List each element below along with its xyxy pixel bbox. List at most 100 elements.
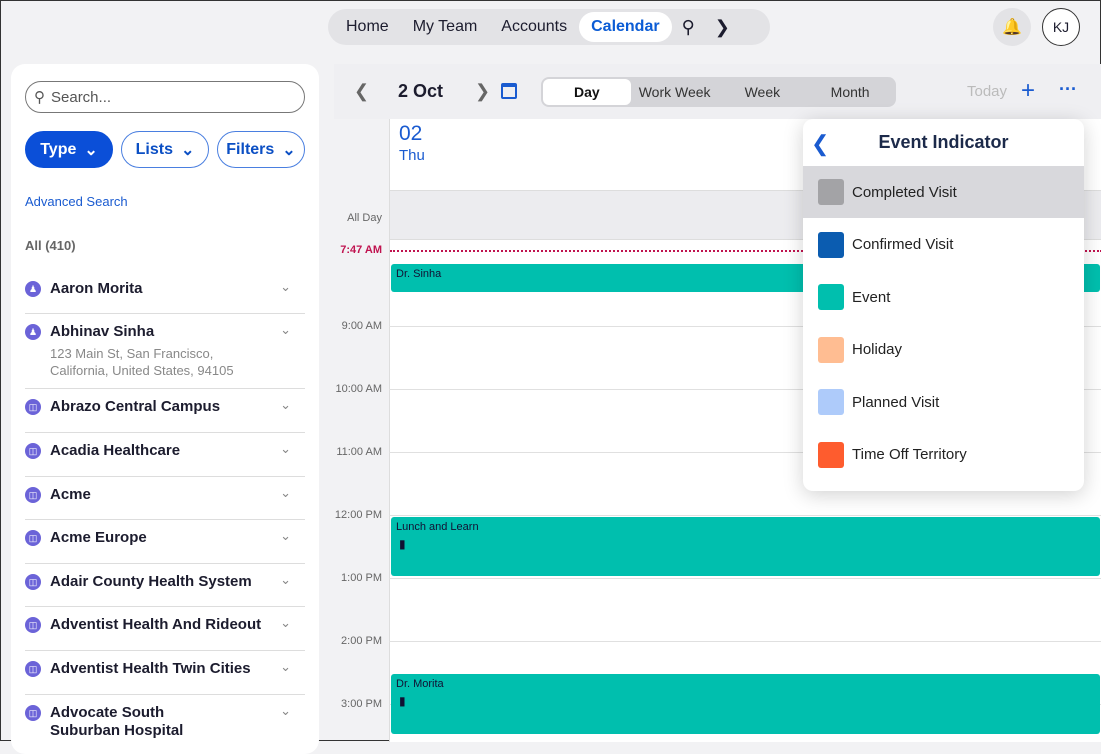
chevron-down-icon: ⌄ <box>282 141 296 159</box>
indicator-option[interactable]: Completed Visit <box>803 166 1084 218</box>
search-input[interactable]: ⚲ Search... <box>25 81 305 113</box>
hour-label: 11:00 AM <box>336 446 382 458</box>
color-swatch <box>818 389 844 415</box>
hour-line <box>389 452 1101 453</box>
account-icon: ◫ <box>25 399 41 415</box>
color-swatch <box>818 231 844 258</box>
bell-icon[interactable]: 🔔 <box>993 8 1031 46</box>
item-name: Advocate South Suburban Hospital <box>50 704 184 739</box>
hour-label: 1:00 PM <box>341 572 382 584</box>
nav-calendar[interactable]: Calendar <box>579 12 672 42</box>
nav-home[interactable]: Home <box>346 18 389 35</box>
account-icon: ◫ <box>25 487 41 503</box>
view-day[interactable]: Day <box>543 79 631 105</box>
chevron-down-icon[interactable]: ⌄ <box>280 441 291 456</box>
list-item[interactable]: ◫ Acadia Healthcare ⌄ <box>25 441 305 477</box>
color-swatch <box>818 284 844 310</box>
account-icon: ◫ <box>25 574 41 590</box>
event-title: Dr. Sinha <box>396 268 442 280</box>
list-item[interactable]: ◫ Acme Europe ⌄ <box>25 528 305 564</box>
current-time-line <box>390 250 1101 252</box>
indicator-option[interactable]: Planned Visit <box>803 376 1084 428</box>
day-name: Thu <box>399 147 425 164</box>
nav-my-team[interactable]: My Team <box>412 18 478 35</box>
event-title: Dr. Morita <box>396 678 444 690</box>
chevron-down-icon[interactable]: ⌄ <box>280 485 291 500</box>
hour-line <box>389 326 1101 327</box>
item-name: Adventist Health Twin Cities <box>50 660 251 677</box>
item-name: Acadia Healthcare <box>50 442 181 459</box>
event-title: Lunch and Learn <box>396 521 479 533</box>
view-month[interactable]: Month <box>830 84 870 100</box>
list-item[interactable]: ◫ Adventist Health And Rideout ⌄ <box>25 615 305 651</box>
search-icon[interactable]: ⚲ <box>681 16 695 37</box>
chevron-down-icon: ⌄ <box>180 141 195 159</box>
hour-label: 2:00 PM <box>341 635 382 647</box>
item-name: Aaron Morita <box>50 280 143 297</box>
list-item[interactable]: ◫ Adventist Health Twin Cities ⌄ <box>25 659 305 695</box>
item-name: Acme <box>50 486 91 503</box>
clipboard-icon: ▮ <box>399 694 406 708</box>
chevron-down-icon[interactable]: ⌄ <box>280 397 291 412</box>
chevron-down-icon[interactable]: ⌄ <box>280 572 291 587</box>
list-item[interactable]: ◫ Abrazo Central Campus ⌄ <box>25 397 305 433</box>
nav-accounts[interactable]: Accounts <box>501 18 568 35</box>
color-swatch <box>818 179 844 205</box>
day-number: 02 <box>399 122 423 145</box>
hour-label: 10:00 AM <box>335 383 382 395</box>
more-icon[interactable]: ··· <box>1059 79 1077 99</box>
chevron-down-icon[interactable]: ⌄ <box>280 279 291 294</box>
account-icon: ◫ <box>25 705 41 721</box>
indicator-option[interactable]: Time Off Territory <box>803 429 1084 481</box>
account-icon: ◫ <box>25 617 41 633</box>
lists-filter-button[interactable]: Lists ⌄ <box>121 131 209 168</box>
hour-line <box>389 578 1101 579</box>
chevron-down-icon[interactable]: ⌄ <box>280 528 291 543</box>
today-button[interactable]: Today <box>967 83 1008 100</box>
type-filter-button[interactable]: Type ⌄ <box>25 131 113 168</box>
current-date: 2 Oct <box>398 81 444 101</box>
chevron-down-icon[interactable]: ⌄ <box>280 322 291 337</box>
prev-day-button[interactable]: ❮ <box>354 81 370 101</box>
view-week[interactable]: Week <box>744 84 781 100</box>
person-icon: ♟ <box>25 324 41 340</box>
avatar[interactable]: KJ <box>1042 8 1080 46</box>
item-name: Abhinav Sinha <box>50 323 155 340</box>
back-icon[interactable]: ❮ <box>811 131 830 156</box>
color-swatch <box>818 336 844 363</box>
account-icon: ◫ <box>25 661 41 677</box>
event-indicator-popover: ❮ Event Indicator Completed Visit Confirm… <box>803 119 1084 491</box>
indicator-option[interactable]: Holiday <box>803 324 1084 376</box>
advanced-search-link[interactable]: Advanced Search <box>25 194 128 209</box>
calendar-event[interactable]: Lunch and Learn ▮ <box>391 517 1100 576</box>
hour-label: 3:00 PM <box>341 698 382 710</box>
hour-line <box>389 389 1101 390</box>
chevron-down-icon: ⌄ <box>84 141 98 159</box>
next-day-button[interactable]: ❯ <box>475 81 491 101</box>
chevron-down-icon[interactable]: ⌄ <box>280 615 291 630</box>
top-nav: Home My Team Accounts Calendar ⚲ ❯ <box>328 9 770 45</box>
list-item[interactable]: ♟ Abhinav Sinha 123 Main St, San Francisco… <box>25 322 305 389</box>
chevron-down-icon[interactable]: ⌄ <box>280 659 291 674</box>
hour-label: 9:00 AM <box>341 320 382 332</box>
chevron-down-icon[interactable]: ⌄ <box>280 703 291 718</box>
clipboard-icon: ▮ <box>399 537 406 551</box>
hour-line <box>389 641 1101 642</box>
list-item[interactable]: ◫ Advocate South Suburban Hospital ⌄ <box>25 703 305 744</box>
item-name: Adair County Health System <box>50 573 252 590</box>
all-day-label: All Day <box>347 212 382 224</box>
filters-button[interactable]: Filters ⌄ <box>217 131 305 168</box>
calendar-event[interactable]: Dr. Morita ▮ <box>391 674 1100 734</box>
chevron-right-icon[interactable]: ❯ <box>714 16 730 37</box>
list-item[interactable]: ◫ Adair County Health System ⌄ <box>25 572 305 607</box>
search-icon: ⚲ <box>34 89 45 106</box>
calendar-picker-icon[interactable] <box>501 83 517 99</box>
indicator-option[interactable]: Event <box>803 271 1084 323</box>
indicator-option[interactable]: Confirmed Visit <box>803 219 1084 271</box>
view-work-week[interactable]: Work Week <box>638 84 711 100</box>
list-item[interactable]: ♟ Aaron Morita ⌄ <box>25 279 305 314</box>
hour-line <box>389 515 1101 516</box>
account-icon: ◫ <box>25 530 41 546</box>
add-icon[interactable]: + <box>1021 77 1036 104</box>
list-item[interactable]: ◫ Acme ⌄ <box>25 485 305 520</box>
